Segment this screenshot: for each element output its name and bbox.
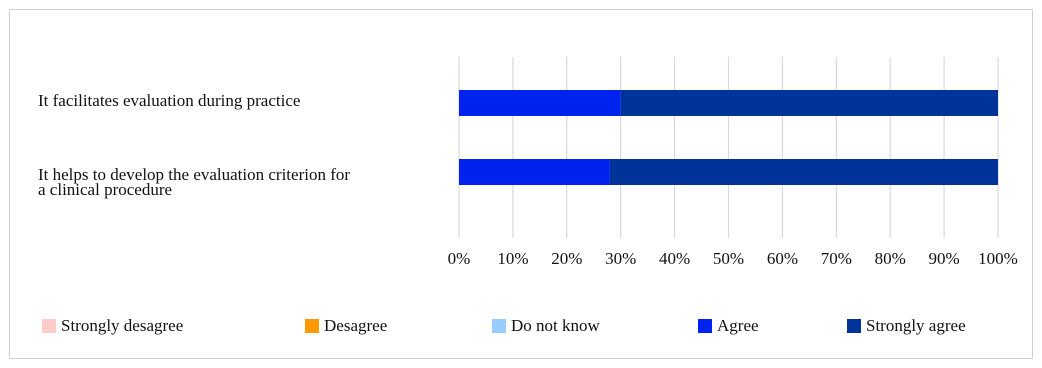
bar-segment [609, 159, 998, 185]
legend-swatch [305, 319, 319, 333]
x-tick-label: 60% [767, 249, 798, 268]
x-tick-label: 40% [659, 249, 690, 268]
category-label-0: It facilitates evaluation during practic… [38, 91, 301, 110]
x-axis-tick-labels: 0% 10% 20% 30% 40% 50% 60% 70% 80% 90% 100% [448, 249, 1018, 268]
bar-segment [459, 90, 621, 116]
legend-item-strongly-desagree: Strongly desagree [42, 316, 183, 336]
x-tick-label: 30% [605, 249, 636, 268]
legend-label: Strongly desagree [61, 316, 184, 335]
category-label-text: It facilitates evaluation during practic… [38, 91, 301, 110]
legend-label: Do not know [511, 316, 600, 335]
legend-label: Strongly agree [866, 316, 966, 335]
x-tick-label: 90% [929, 249, 960, 268]
bar-segment [620, 90, 998, 116]
legend-swatch [847, 319, 861, 333]
legend-label: Agree [717, 316, 759, 335]
legend-item-strongly-agree: Strongly agree [847, 316, 966, 336]
bars [459, 90, 998, 185]
category-label-text: It helps to develop the evaluation crite… [38, 165, 351, 199]
legend-swatch [698, 319, 712, 333]
x-tick-label: 0% [448, 249, 471, 268]
gridlines [458, 57, 999, 238]
x-tick-label: 50% [713, 249, 744, 268]
bar-segment [459, 159, 610, 185]
legend-swatch [42, 319, 56, 333]
x-tick-label: 20% [551, 249, 582, 268]
x-tick-label: 10% [497, 249, 528, 268]
x-tick-label: 80% [875, 249, 906, 268]
legend-label: Desagree [324, 316, 388, 335]
legend-swatch [492, 319, 506, 333]
x-tick-label: 70% [821, 249, 852, 268]
legend-item-agree: Agree [698, 316, 759, 336]
legend-item-desagree: Desagree [305, 316, 387, 336]
x-tick-label: 100% [978, 249, 1018, 268]
category-label-1: It helps to develop the evaluation crite… [38, 165, 358, 199]
legend-item-do-not-know: Do not know [492, 316, 600, 336]
legend: Strongly desagree Desagree Do not know A… [0, 316, 1042, 338]
